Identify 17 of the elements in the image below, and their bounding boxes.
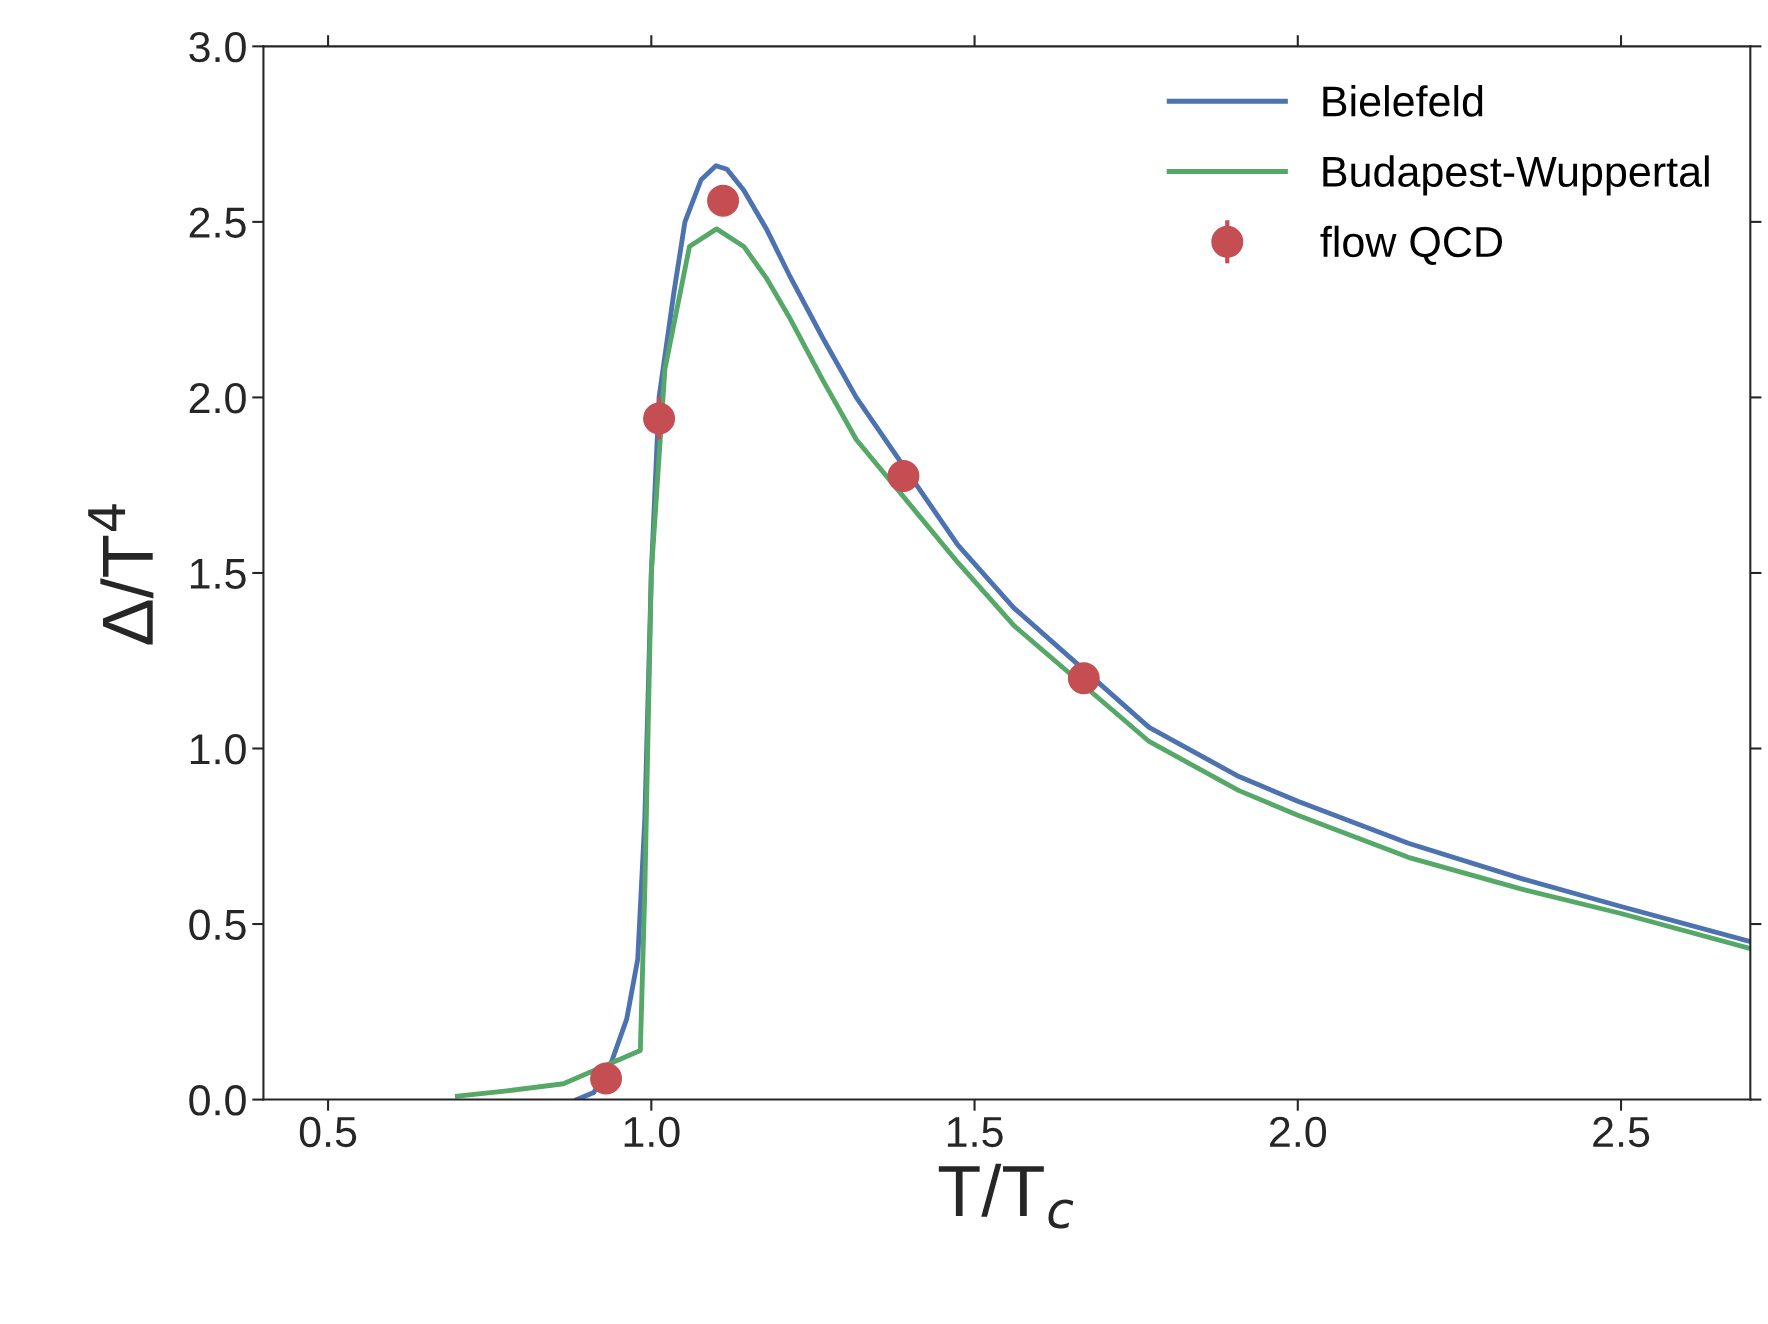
x-tick-label: 1.0 xyxy=(624,1116,680,1148)
legend-label: flow QCD xyxy=(1320,225,1502,265)
x-tick-label: 2.0 xyxy=(1270,1116,1327,1148)
x-tick-label: 0.5 xyxy=(299,1116,357,1148)
x-tick-label: 2.5 xyxy=(1593,1116,1650,1148)
y-tick-label: 3.0 xyxy=(189,31,246,63)
y-axis-title: Δ/T$^{4}$ xyxy=(88,504,154,645)
y-tick-label: 2.0 xyxy=(189,382,246,414)
y-tick-label: 0.0 xyxy=(189,1085,246,1116)
y-tick-label: 1.0 xyxy=(190,734,246,765)
y-tick-label: 2.5 xyxy=(189,207,246,238)
y-tick-label: 0.5 xyxy=(189,909,246,941)
legend-label: Budapest-Wuppertal xyxy=(1323,155,1709,196)
legend-label: Bielefeld xyxy=(1323,85,1483,117)
x-axis-title: T/T$_{c}$ xyxy=(938,1163,1074,1229)
y-tick-label: 1.5 xyxy=(190,558,246,589)
x-tick-label: 1.5 xyxy=(947,1117,1003,1148)
